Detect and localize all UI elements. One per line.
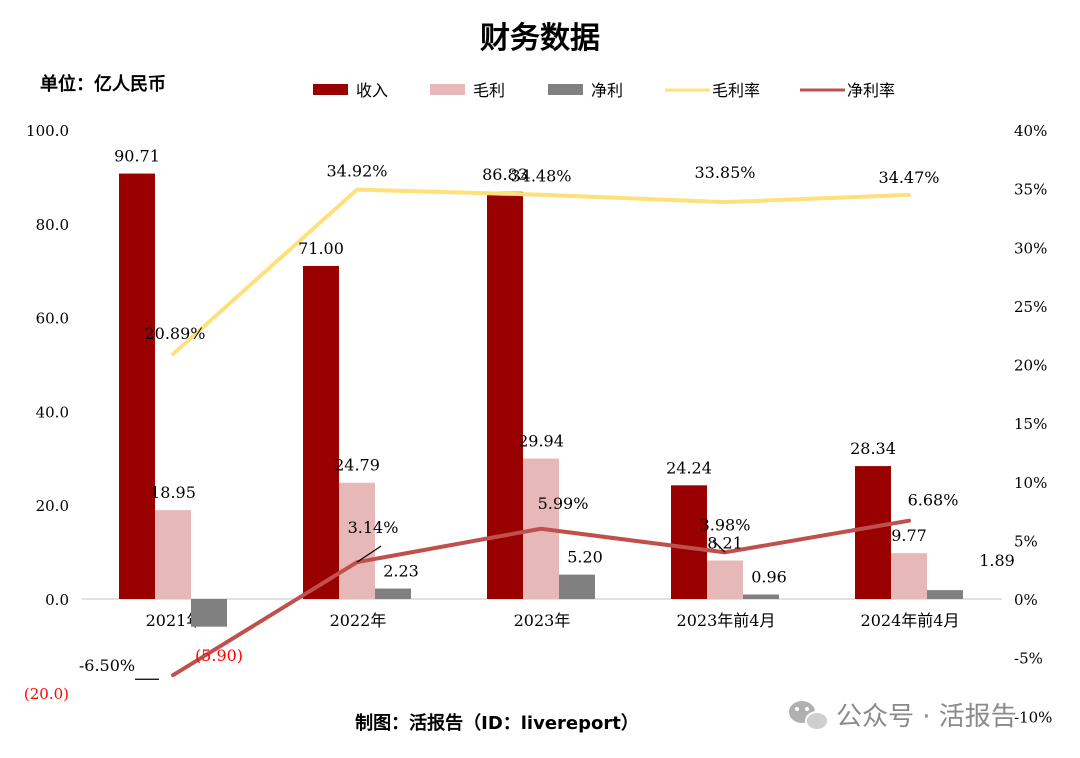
y-left-tick-label: 80.0 [36, 216, 69, 234]
bar-data-label: 1.89 [979, 551, 1015, 570]
bar-data-label: 28.34 [850, 439, 896, 458]
axes: (20.0) 0.0 20.0 40.0 60.0 80.0 100.0 -10% -5% 0% 5… [24, 122, 1053, 726]
line-data-label: 33.85% [694, 163, 755, 182]
line-data-label: 20.89% [144, 324, 205, 343]
legend-label: 净利 [591, 81, 623, 100]
bar [743, 594, 779, 599]
y-right-tick-label: 10% [1014, 474, 1047, 492]
data-labels: 90.71 71.00 86.83 24.24 28.34 18.95 24.79 29.94… [79, 147, 1015, 680]
line-series-gross-margin [171, 187, 911, 357]
bar-data-label: 8.21 [707, 533, 743, 552]
x-category-label: 2024年前4月 [861, 611, 960, 630]
y-right-tick-label: -10% [1014, 708, 1052, 726]
unit-label: 单位：亿人民币 [40, 73, 166, 95]
legend: 收入 毛利 净利 毛利率 净利率 [313, 81, 895, 100]
line-data-label: 34.47% [878, 168, 939, 187]
y-left-tick-label: 60.0 [36, 310, 69, 328]
bar [927, 590, 963, 599]
line-data-label: 34.92% [326, 162, 387, 181]
line-data-label: 5.99% [538, 494, 589, 513]
y-left-tick-label: 20.0 [36, 497, 69, 515]
bar-data-label: 90.71 [114, 147, 160, 166]
line-data-label: 3.14% [348, 518, 399, 537]
bar-data-label: 24.24 [666, 458, 712, 477]
bars [119, 173, 963, 627]
legend-swatch [548, 84, 583, 95]
x-category-label: 2023年前4月 [677, 611, 776, 630]
bar-data-label: 5.20 [567, 548, 603, 567]
y-right-tick-label: -5% [1014, 650, 1043, 668]
bar [119, 173, 155, 599]
bar [891, 553, 927, 599]
y-left-tick-label: 0.0 [45, 591, 69, 609]
watermark-text: 公众号 · 活报告 [836, 702, 1017, 732]
y-left-tick-label: (20.0) [24, 685, 69, 703]
y-right-tick-label: 5% [1014, 532, 1038, 550]
legend-label: 毛利 [473, 81, 505, 100]
x-category-label: 2022年 [330, 611, 387, 630]
bar [707, 560, 743, 599]
bar [303, 266, 339, 599]
y-right-tick-label: 40% [1014, 122, 1047, 140]
bar [339, 482, 375, 599]
bar [855, 466, 891, 599]
wechat-icon [789, 701, 829, 731]
line-data-label: 34.48% [510, 167, 571, 186]
watermark: 公众号 · 活报告 [789, 701, 1017, 732]
bar-data-label: 0.96 [751, 567, 787, 586]
chart-title: 财务数据 [480, 21, 600, 56]
bar-data-label: 86.83 [482, 165, 528, 184]
y-right-tick-label: 30% [1014, 239, 1047, 257]
bar [671, 485, 707, 599]
line-series-net-margin [171, 518, 911, 678]
legend-label: 毛利率 [712, 81, 760, 100]
label-leader-line [356, 545, 382, 563]
bar-data-label: 24.79 [334, 456, 380, 475]
bar-data-label: 9.77 [891, 526, 927, 545]
y-left-tick-label: 40.0 [36, 403, 69, 421]
lines [171, 187, 911, 678]
bar-data-label: (5.90) [195, 646, 243, 665]
y-right-tick-label: 20% [1014, 357, 1047, 375]
x-category-label: 2021年 [146, 611, 203, 630]
line-data-label: 3.98% [700, 515, 751, 534]
bar-data-label: 18.95 [150, 483, 196, 502]
y-right-tick-label: 25% [1014, 298, 1047, 316]
bar [155, 510, 191, 599]
bar-data-label: 29.94 [518, 432, 564, 451]
y-right-tick-label: 0% [1014, 591, 1038, 609]
legend-label: 净利率 [847, 81, 895, 100]
bar [375, 588, 411, 599]
y-right-tick-label: 15% [1014, 415, 1047, 433]
x-category-label: 2023年 [514, 611, 571, 630]
line-data-label: 6.68% [908, 491, 959, 510]
legend-swatch [430, 84, 465, 95]
legend-swatch [313, 84, 348, 95]
line-data-label: -6.50% [79, 656, 135, 675]
footer-credit: 制图：活报告（ID：livereport） [355, 712, 639, 734]
bar-data-label: 71.00 [298, 239, 344, 258]
bar-data-label: 2.23 [383, 562, 419, 581]
bar [559, 574, 595, 599]
label-leader-line [712, 539, 726, 553]
legend-label: 收入 [356, 81, 388, 100]
y-left-tick-label: 100.0 [26, 122, 69, 140]
y-right-tick-label: 35% [1014, 181, 1047, 199]
bar [191, 599, 227, 627]
